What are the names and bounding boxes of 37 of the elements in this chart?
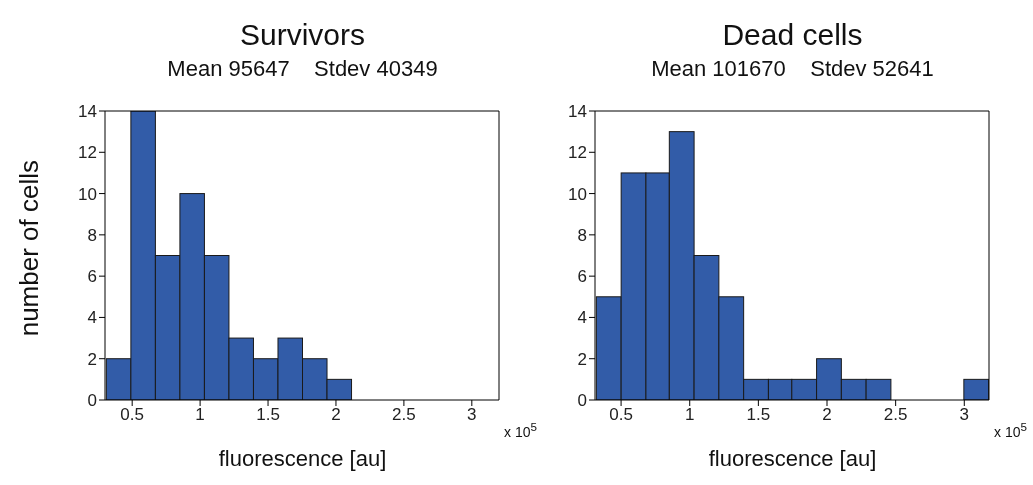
y-tick-label: 2 [87, 349, 97, 369]
x-tick-label: 1.5 [256, 405, 280, 425]
y-tick-label: 8 [87, 225, 97, 245]
y-tick-label: 12 [568, 143, 587, 163]
y-tick-label: 0 [577, 391, 587, 411]
chart-subtitle: Mean 95647 Stdev 40349 [166, 56, 439, 82]
x-tick-label: 0.5 [609, 405, 633, 425]
x-tick-label: 1.5 [746, 405, 771, 425]
chart-title: Dead cells [721, 18, 864, 52]
y-tick-label: 6 [87, 267, 97, 287]
x-tick-label: 2.5 [883, 405, 908, 425]
y-tick-label: 4 [577, 308, 587, 328]
x-tick-label: 1 [684, 405, 695, 425]
x-tick-label: 2 [331, 405, 341, 425]
y-tick-label: 10 [78, 184, 97, 204]
y-tick-label: 14 [568, 102, 587, 122]
y-tick-label: 0 [87, 391, 97, 411]
x-tick-label: 1 [195, 405, 205, 425]
y-tick-label: 2 [577, 349, 587, 369]
x-tick-label: 0.5 [120, 405, 144, 425]
x-axis-title: fluorescence [au] [217, 446, 388, 472]
text: x 10$^{5}$ [994, 420, 1027, 440]
y-axis-title: number of cells [14, 160, 45, 337]
y-tick-label: 12 [78, 143, 97, 163]
chart-subtitle: Mean 101670 Stdev 52641 [650, 56, 935, 82]
text: x 10$^{5}$ [504, 420, 537, 440]
x-tick-label: 3 [959, 405, 970, 425]
x-tick-label: 2 [822, 405, 832, 425]
y-tick-label: 14 [78, 102, 97, 122]
y-tick-label: 4 [87, 308, 97, 328]
chart-title: Survivors [239, 18, 366, 52]
x-axis-title: fluorescence [au] [707, 446, 878, 472]
y-tick-label: 8 [577, 225, 587, 245]
x-tick-label: 2.5 [392, 405, 416, 425]
y-tick-label: 6 [577, 267, 587, 287]
y-tick-label: 10 [568, 184, 587, 204]
x-tick-label: 3 [467, 405, 477, 425]
